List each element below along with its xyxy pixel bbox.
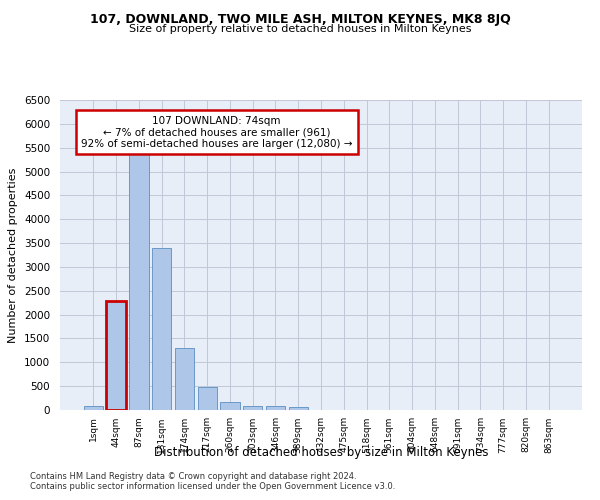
Bar bbox=[266, 406, 285, 410]
Bar bbox=[220, 402, 239, 410]
Bar bbox=[289, 408, 308, 410]
Bar bbox=[84, 406, 103, 410]
Text: Distribution of detached houses by size in Milton Keynes: Distribution of detached houses by size … bbox=[154, 446, 488, 459]
Y-axis label: Number of detached properties: Number of detached properties bbox=[8, 168, 19, 342]
Bar bbox=[175, 348, 194, 410]
Bar bbox=[129, 151, 149, 410]
Bar bbox=[197, 387, 217, 410]
Text: 107, DOWNLAND, TWO MILE ASH, MILTON KEYNES, MK8 8JQ: 107, DOWNLAND, TWO MILE ASH, MILTON KEYN… bbox=[89, 12, 511, 26]
Bar bbox=[243, 406, 262, 410]
Text: Contains public sector information licensed under the Open Government Licence v3: Contains public sector information licen… bbox=[30, 482, 395, 491]
Text: Contains HM Land Registry data © Crown copyright and database right 2024.: Contains HM Land Registry data © Crown c… bbox=[30, 472, 356, 481]
Text: Size of property relative to detached houses in Milton Keynes: Size of property relative to detached ho… bbox=[129, 24, 471, 34]
Text: 107 DOWNLAND: 74sqm
← 7% of detached houses are smaller (961)
92% of semi-detach: 107 DOWNLAND: 74sqm ← 7% of detached hou… bbox=[81, 116, 352, 148]
Bar bbox=[106, 302, 126, 410]
Bar bbox=[152, 248, 172, 410]
